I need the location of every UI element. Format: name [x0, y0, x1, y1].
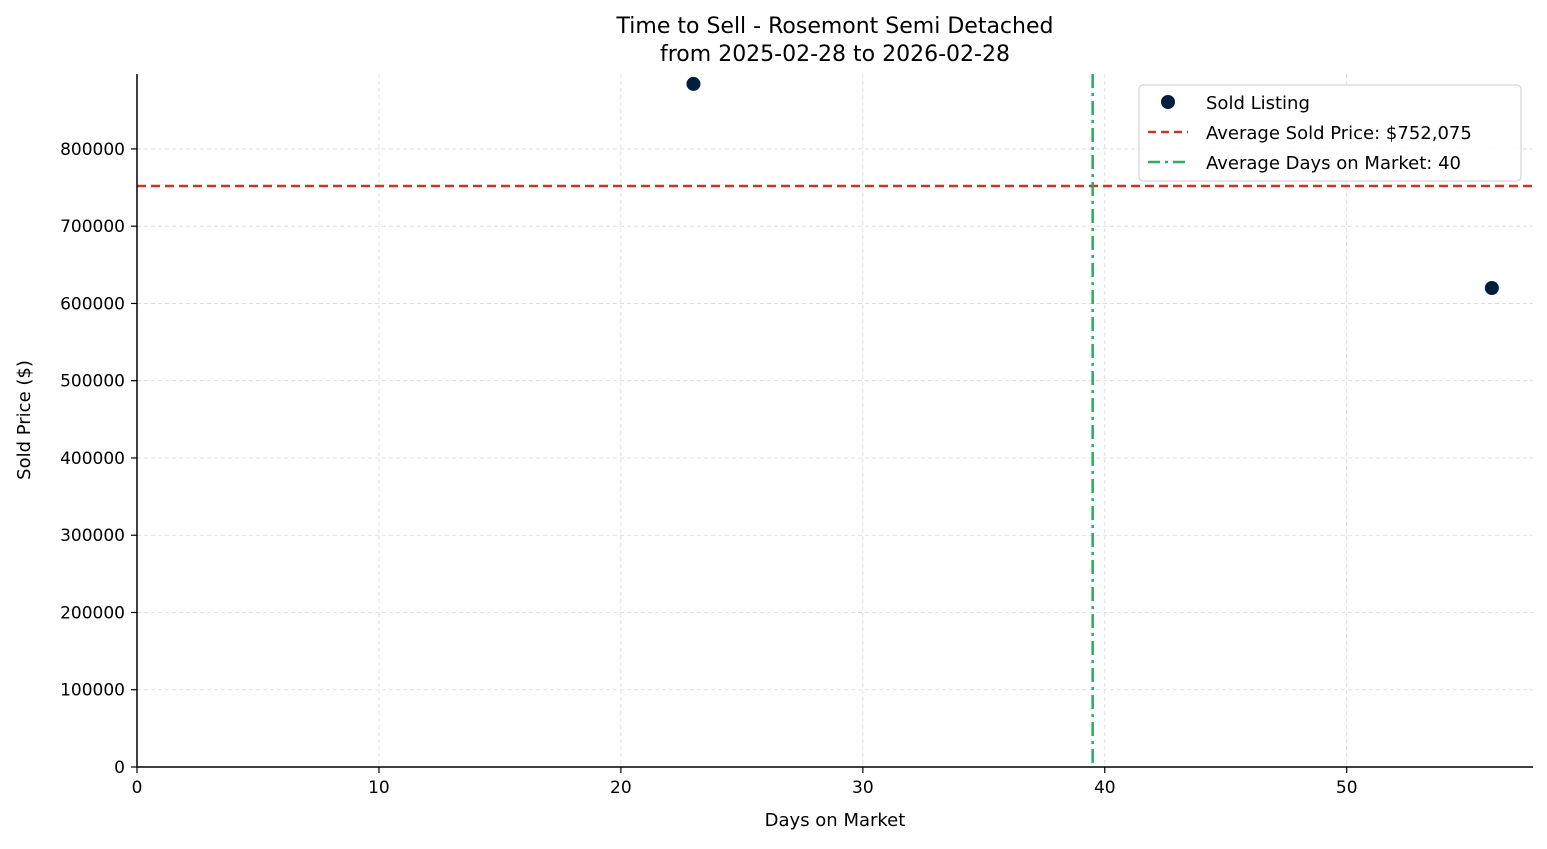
data-points — [686, 76, 1499, 296]
x-tick-label: 10 — [368, 778, 390, 798]
sold-listing-point — [686, 76, 701, 91]
x-tick-label: 30 — [852, 778, 874, 798]
x-axis-label: Days on Market — [765, 810, 906, 831]
y-tick-label: 500000 — [60, 372, 125, 392]
legend: Sold Listing Average Sold Price: $752,075… — [1138, 84, 1522, 182]
y-tick-label: 100000 — [60, 681, 125, 701]
legend-marker-sold-listing — [1161, 95, 1175, 109]
y-tick-label: 300000 — [60, 526, 125, 546]
legend-label: Average Days on Market: 40 — [1206, 153, 1461, 174]
axes: 0 10 20 30 40 50 0 100000 200000 300000 400000 5000… — [60, 74, 1533, 798]
y-tick-label: 400000 — [60, 449, 125, 469]
legend-box — [1138, 84, 1522, 182]
y-axis-label: Sold Price ($) — [14, 360, 35, 480]
sold-listing-point — [1484, 281, 1499, 296]
y-tick-label: 700000 — [60, 217, 125, 237]
x-tick-label: 20 — [610, 778, 632, 798]
chart-subtitle: from 2025-02-28 to 2026-02-28 — [660, 42, 1010, 67]
chart-title: Time to Sell - Rosemont Semi Detached — [616, 14, 1054, 39]
y-tick-label: 0 — [114, 758, 125, 778]
legend-label: Sold Listing — [1206, 93, 1310, 114]
y-tick-label: 800000 — [60, 140, 125, 160]
legend-label: Average Sold Price: $752,075 — [1206, 123, 1472, 144]
x-tick-label: 50 — [1336, 778, 1358, 798]
y-tick-label: 600000 — [60, 294, 125, 314]
reference-lines — [137, 74, 1533, 767]
y-tick-label: 200000 — [60, 603, 125, 623]
x-tick-label: 40 — [1094, 778, 1116, 798]
x-tick-label: 0 — [132, 778, 143, 798]
